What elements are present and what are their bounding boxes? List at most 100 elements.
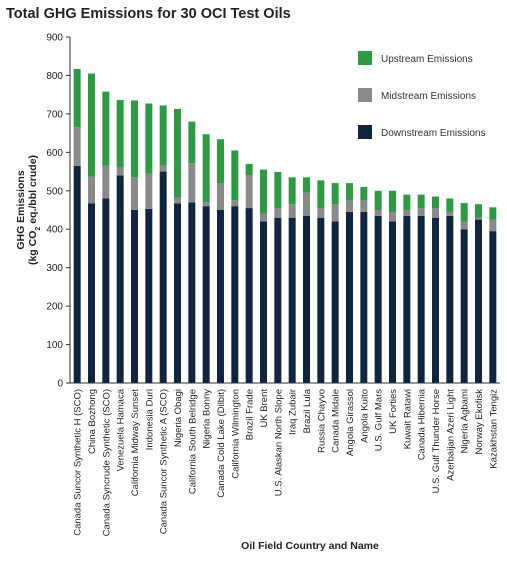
x-tick-label: Canada Cold Lake (Dilbit) [216, 389, 227, 498]
bar-downstream-19 [331, 221, 339, 383]
x-tick-label: U.S. Alaskan North Slope [273, 389, 284, 496]
x-tick-label: Venezuela Hamaca [116, 388, 127, 471]
bar-midstream-6 [145, 173, 153, 209]
legend-label-upstream: Upstream Emissions [381, 54, 473, 65]
bar-upstream-18 [317, 180, 325, 209]
bar-downstream-20 [346, 211, 353, 383]
bar-downstream-21 [360, 211, 368, 383]
x-tick-label: Nigeria Agbami [460, 389, 471, 453]
bar-upstream-27 [446, 198, 454, 212]
bar-downstream-9 [188, 202, 196, 383]
bar-midstream-13 [245, 175, 253, 209]
bar-downstream-12 [231, 206, 239, 383]
bar-upstream-14 [260, 169, 267, 214]
legend-swatch-downstream [358, 125, 372, 139]
x-tick-label: Azerbaijan Azeri Light [445, 389, 456, 481]
x-tick-label: California Wilmington [230, 389, 241, 479]
bar-upstream-1 [73, 68, 81, 128]
x-tick-label: Kazakhstan Tengiz [488, 389, 499, 469]
x-tick-label: Angola Girassol [345, 389, 356, 456]
bar-midstream-28 [460, 221, 468, 230]
bar-upstream-23 [389, 190, 396, 212]
legend-label-midstream: Midstream Emissions [381, 91, 476, 102]
bar-upstream-28 [460, 203, 468, 222]
bar-midstream-18 [317, 208, 325, 218]
bar-downstream-27 [446, 215, 454, 383]
bar-downstream-15 [274, 217, 282, 383]
bar-upstream-15 [274, 171, 282, 209]
bar-downstream-7 [159, 171, 167, 383]
y-tick-label: 200 [46, 302, 63, 313]
bar-midstream-4 [116, 167, 124, 176]
bar-upstream-2 [88, 73, 95, 177]
x-tick-label: Canada Syncrude Synthetic (SCO) [101, 389, 112, 536]
bar-downstream-22 [374, 215, 382, 383]
chart-title: Total GHG Emissions for 30 OCI Test Oils [6, 6, 291, 22]
bar-midstream-29 [475, 217, 482, 220]
y-axis-title-units: eq./bbl crude) [27, 155, 39, 227]
bar-midstream-5 [131, 177, 138, 210]
bar-downstream-11 [217, 210, 224, 383]
x-tick-label: Kuwait Ratawi [402, 389, 413, 449]
bar-upstream-26 [432, 196, 439, 209]
bar-upstream-24 [403, 194, 411, 210]
bar-upstream-29 [475, 204, 482, 218]
bar-midstream-20 [346, 200, 353, 212]
bar-upstream-9 [188, 121, 196, 164]
bar-midstream-9 [188, 163, 196, 203]
y-tick-label: 700 [46, 109, 63, 120]
bar-downstream-30 [489, 231, 497, 383]
x-tick-label: Norway Ekofisk [474, 389, 485, 455]
bar-midstream-27 [446, 211, 454, 216]
x-tick-label: California South Belridge [187, 389, 198, 494]
bar-downstream-16 [288, 217, 296, 383]
bar-upstream-19 [331, 183, 339, 205]
x-tick-label: Brazil Frade [245, 389, 256, 440]
bar-downstream-3 [102, 198, 110, 383]
legend-swatch-midstream [358, 88, 372, 102]
bar-upstream-12 [231, 150, 239, 201]
bar-midstream-2 [88, 176, 95, 204]
bar-upstream-10 [202, 134, 210, 203]
bar-upstream-25 [417, 194, 425, 209]
bar-downstream-17 [303, 215, 310, 383]
bar-upstream-21 [360, 186, 368, 201]
x-tick-label: Russia Chayvo [316, 389, 327, 453]
bar-midstream-16 [288, 204, 296, 218]
bar-midstream-26 [432, 208, 439, 218]
bar-midstream-23 [389, 211, 396, 222]
x-tick-label: Angola Kuito [359, 389, 370, 443]
bar-midstream-15 [274, 208, 282, 218]
bar-downstream-23 [389, 221, 396, 383]
bar-midstream-19 [331, 204, 339, 222]
bar-downstream-24 [403, 215, 411, 383]
bar-midstream-21 [360, 200, 368, 212]
y-tick-label: 800 [46, 71, 63, 82]
bar-upstream-30 [489, 207, 497, 220]
bar-upstream-4 [116, 100, 124, 168]
bar-downstream-5 [131, 210, 138, 383]
y-tick-label: 0 [57, 379, 63, 390]
bar-downstream-8 [174, 203, 181, 383]
bar-upstream-22 [374, 190, 382, 210]
x-tick-label: UK Brent [259, 389, 270, 428]
x-tick-label: Brazil Lula [302, 388, 313, 433]
bar-downstream-2 [88, 203, 95, 383]
bar-downstream-26 [432, 217, 439, 383]
bar-midstream-7 [159, 165, 167, 172]
bar-upstream-6 [145, 103, 153, 174]
bar-midstream-14 [260, 213, 267, 222]
x-tick-label: U.S. Gulf Thunder Horse [431, 389, 442, 493]
x-tick-label: California Midway Sunset [130, 389, 141, 497]
bar-downstream-4 [116, 175, 124, 383]
y-tick-label: 600 [46, 148, 63, 159]
bar-upstream-17 [303, 177, 310, 193]
bar-midstream-10 [202, 202, 210, 207]
x-tick-label: UK Forties [388, 389, 399, 434]
legend-swatch-upstream [358, 51, 372, 65]
bar-upstream-5 [131, 100, 138, 178]
y-tick-label: 500 [46, 186, 63, 197]
bar-midstream-25 [417, 208, 425, 216]
legend-label-downstream: Downstream Emissions [381, 128, 485, 139]
